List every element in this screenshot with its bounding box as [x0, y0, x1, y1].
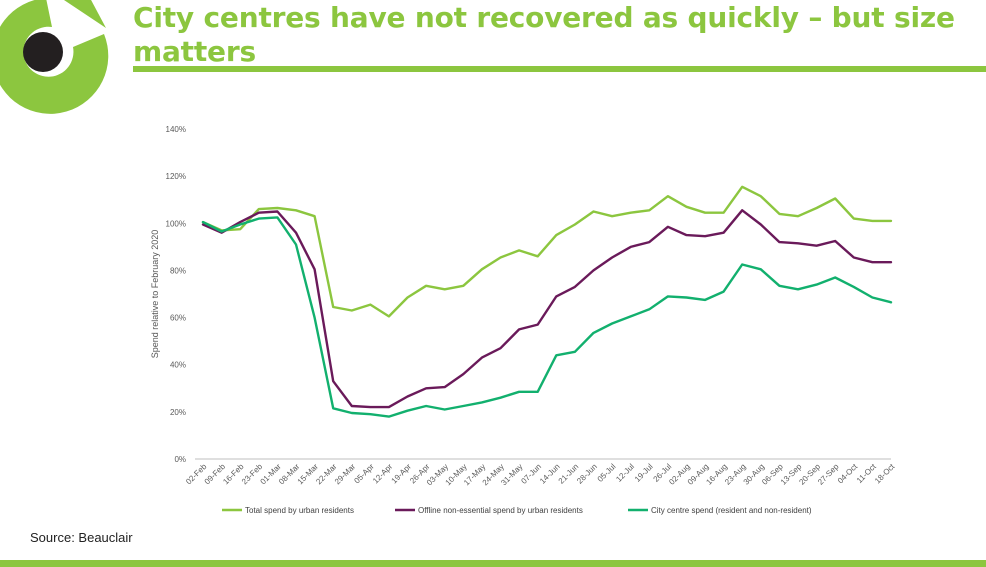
y-tick-label: 20%	[170, 408, 186, 417]
x-tick-label: 28-Jun	[575, 462, 599, 486]
x-tick-label: 04-Oct	[836, 462, 860, 486]
y-tick-label: 40%	[170, 361, 186, 370]
title-underline	[133, 66, 986, 72]
legend-entry: City centre spend (resident and non-resi…	[651, 506, 812, 515]
x-tick-label: 12-Jul	[614, 462, 636, 484]
y-tick-label: 140%	[166, 125, 186, 134]
y-tick-label: 80%	[170, 266, 186, 275]
y-tick-label: 0%	[174, 455, 186, 464]
y-tick-labels: 0% 20% 40% 60% 80% 100% 120% 140%	[166, 125, 186, 464]
x-tick-labels: 02-Feb09-Feb16-Feb23-Feb01-Mar08-Mar15-M…	[184, 462, 897, 488]
series-lines	[201, 185, 893, 418]
y-tick-label: 60%	[170, 314, 186, 323]
source-note: Source: Beauclair	[30, 530, 133, 545]
y-axis-label: Spend relative to February 2020	[150, 230, 160, 359]
series-line-2	[201, 209, 893, 409]
legend-entry: Offline non-essential spend by urban res…	[418, 506, 583, 515]
series-line-1	[201, 185, 893, 318]
footer-rule	[0, 560, 986, 567]
legend: Total spend by urban residents Offline no…	[222, 506, 812, 515]
x-tick-label: 19-Jul	[633, 462, 655, 484]
line-chart: Spend relative to February 2020 0% 20% 40%…	[150, 125, 897, 515]
y-tick-label: 120%	[166, 172, 186, 181]
x-tick-label: 18-Oct	[873, 462, 897, 486]
series-line-3	[201, 216, 893, 418]
y-tick-label: 100%	[166, 219, 186, 228]
x-tick-label: 27-Sep	[816, 462, 841, 487]
page-title: City centres have not recovered as quick…	[133, 1, 955, 68]
ring-logo-icon	[0, 0, 109, 114]
x-tick-label: 05-Jul	[596, 462, 618, 484]
x-tick-label: 29-Mar	[333, 462, 358, 487]
legend-entry: Total spend by urban residents	[245, 506, 354, 515]
